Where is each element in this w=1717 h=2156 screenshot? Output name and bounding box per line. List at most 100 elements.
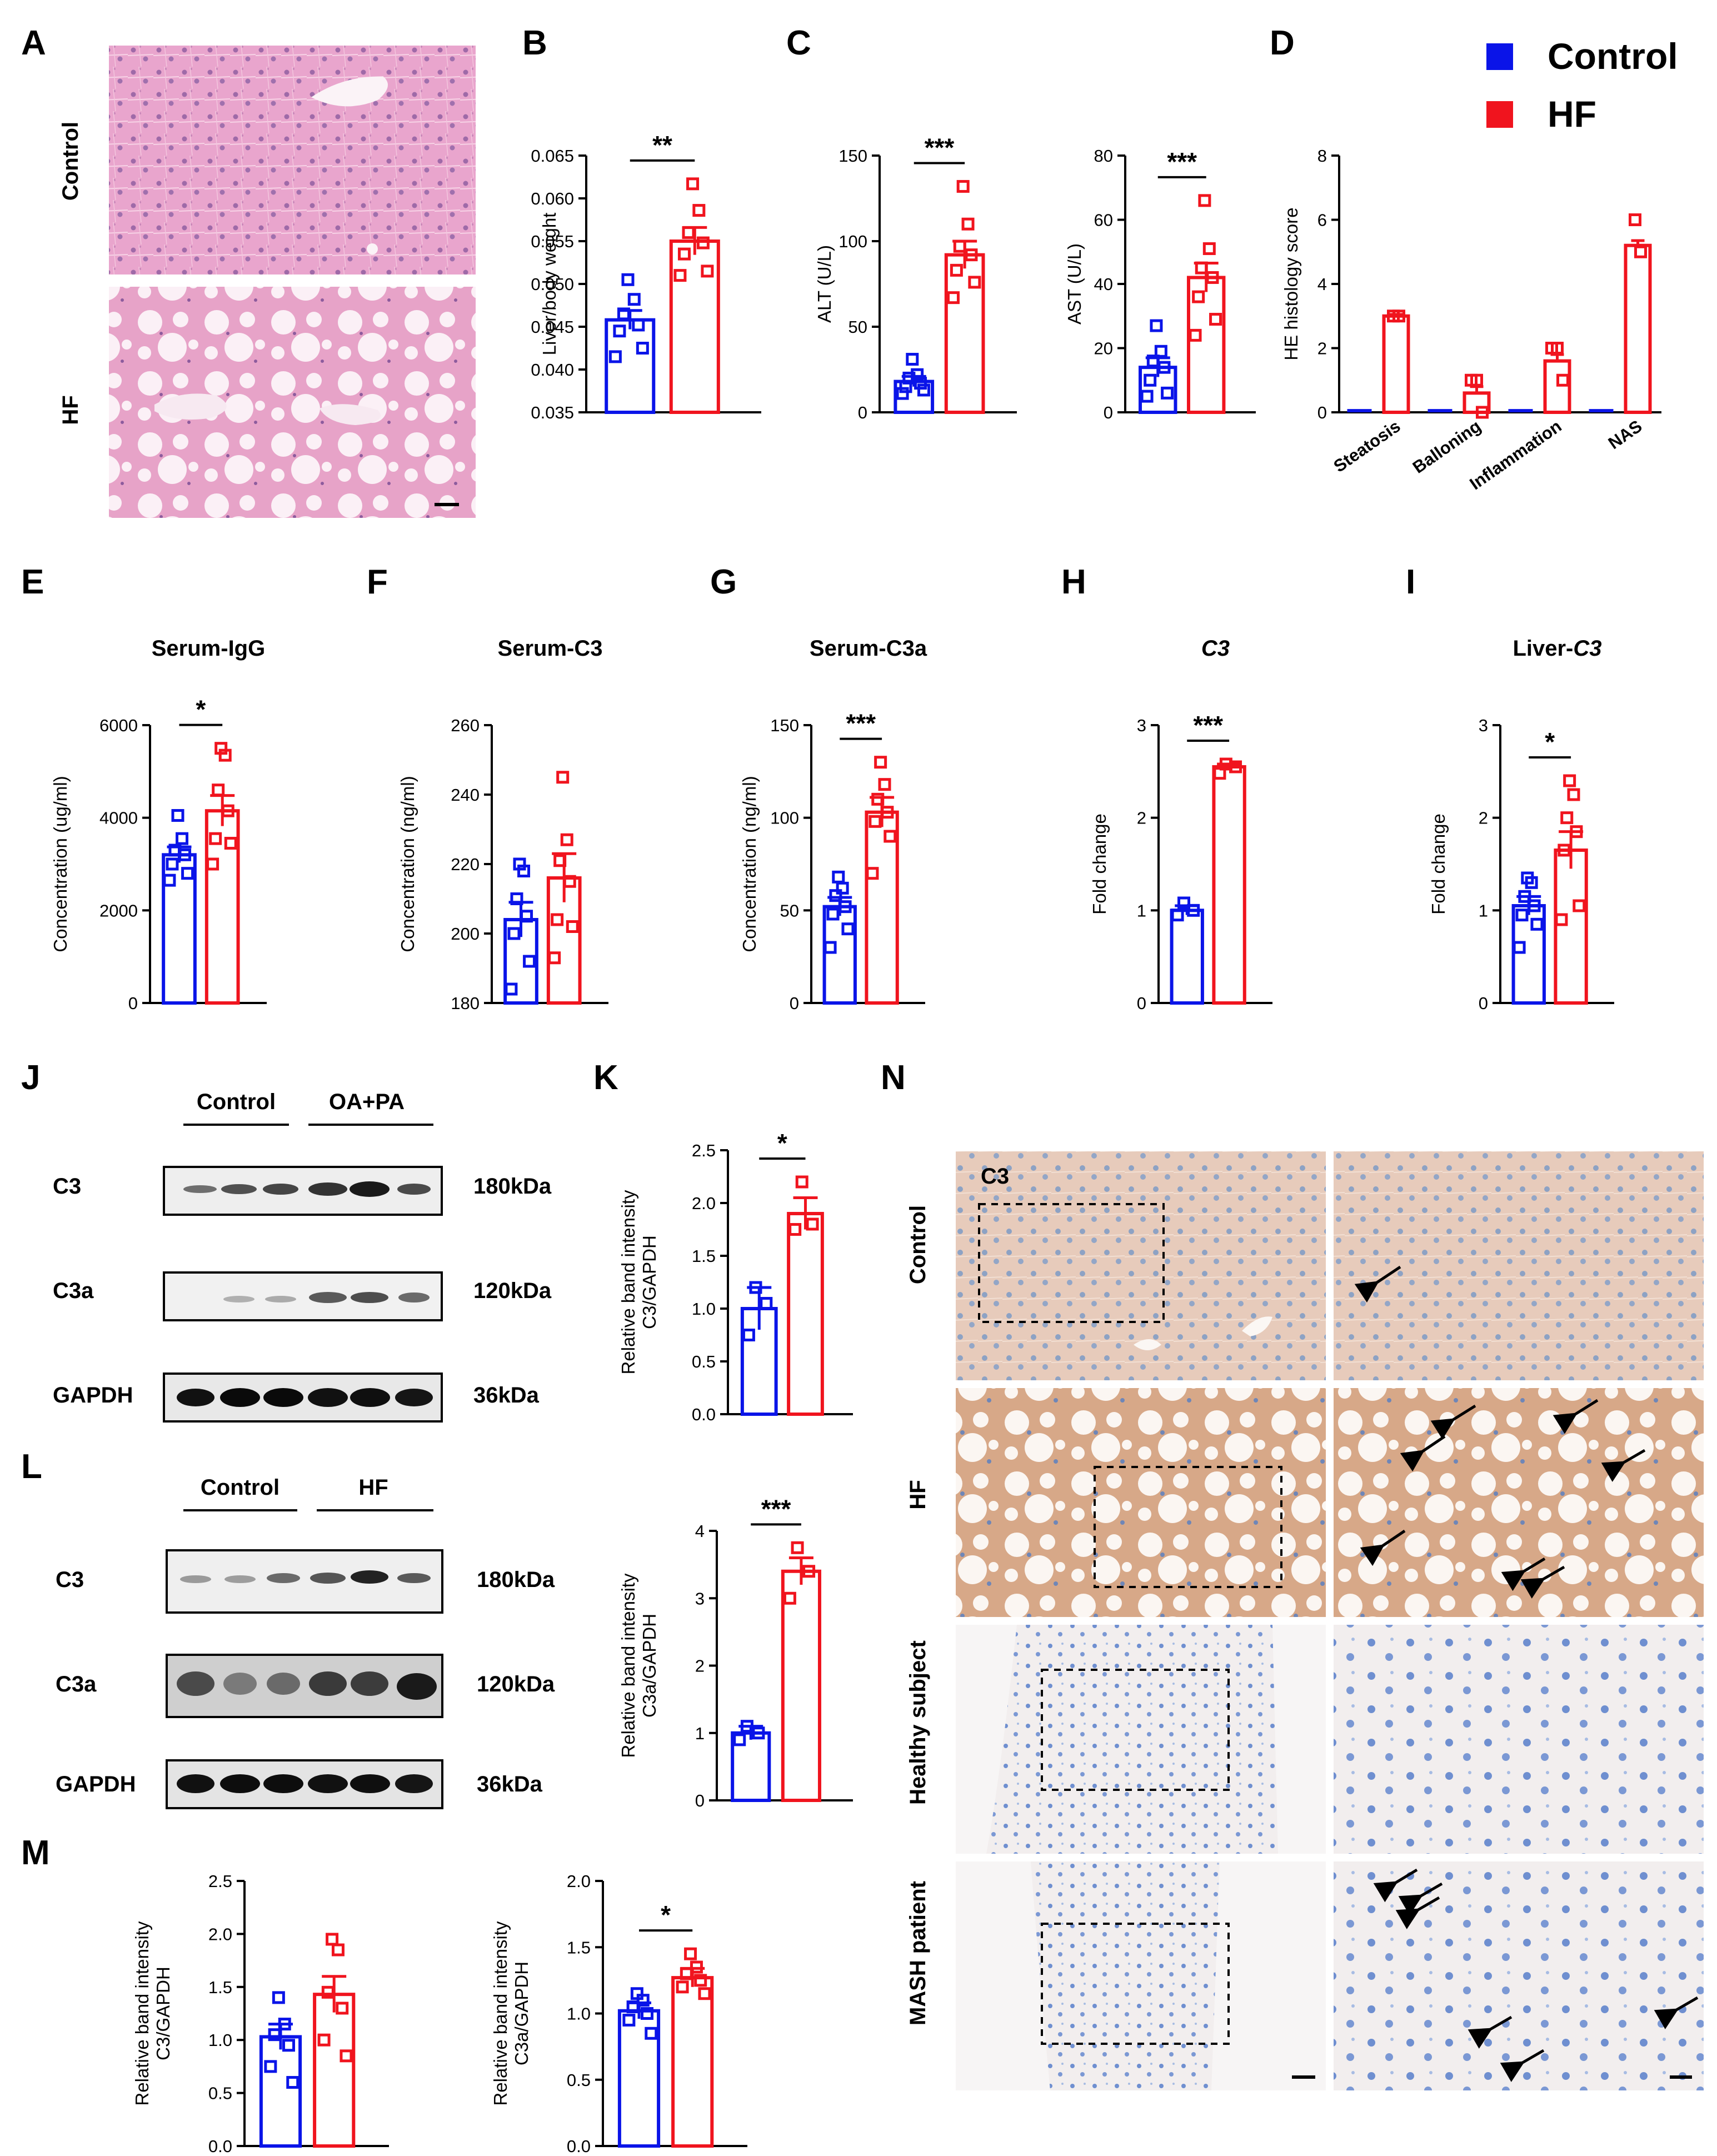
y-tick-label-d-4: 8 — [1317, 146, 1327, 166]
legend-swatch-hf — [1486, 101, 1513, 128]
point-ctl-c1-1 — [911, 368, 924, 381]
chart-l2: 0 1 2 3 4 Relative band intensity C3a/GAPDH *** — [618, 1494, 853, 1810]
point-ctl-b-4 — [613, 325, 626, 338]
significance-stars-k: * — [777, 1129, 787, 1157]
y-axis-label-m2-line2: C3a/GAPDH — [511, 1962, 532, 2065]
panel-label-n: N — [881, 1059, 906, 1097]
point-ctl-m1-4 — [264, 2060, 277, 2073]
point-ctl-h-2 — [1171, 909, 1184, 922]
y-tick-label-d-2: 4 — [1317, 275, 1327, 294]
point-ctl-c1-2 — [902, 371, 916, 385]
chart-title-g: Serum-C3a — [810, 636, 927, 661]
point-ctl-k-0 — [749, 1281, 762, 1294]
point-hf-c2-2 — [1195, 261, 1208, 275]
y-tick-label-k-4: 2.0 — [692, 1194, 716, 1213]
y-tick-label-m2-0: 0.0 — [567, 2137, 591, 2156]
y-tick-label-m1-4: 2.0 — [208, 1924, 232, 1944]
point-ctl-c1-5 — [917, 383, 930, 397]
point-ctl-i-5 — [1530, 917, 1544, 931]
point-ctl-k-2 — [742, 1329, 755, 1341]
point-hf-d-2-1 — [1551, 342, 1564, 355]
significance-stars-i: * — [1545, 727, 1555, 756]
panel-n: N Control HF Healthy subject MASH patien… — [881, 1059, 1704, 2090]
point-hf-f-2 — [553, 854, 567, 867]
point-ctl-c2-0 — [1150, 319, 1163, 332]
ihc-mash-zoom-arrows — [1373, 1868, 1699, 2082]
point-hf-l2-2 — [783, 1591, 796, 1605]
point-ctl-m1-5 — [286, 2076, 300, 2089]
y-tick-label-g-3: 150 — [770, 716, 799, 735]
y-tick-label-d-1: 2 — [1317, 339, 1327, 358]
point-hf-m1-2 — [321, 1985, 335, 1999]
point-hf-g-4 — [869, 815, 882, 828]
point-hf-l2-1 — [802, 1565, 816, 1578]
panel-j: J Control OA+PA C3 C3a GAPDH 180kDa 120k… — [21, 1059, 552, 1423]
bar-hf-d-3 — [1624, 243, 1652, 414]
point-hf-k-2 — [788, 1223, 802, 1236]
point-hf-c1-1 — [961, 217, 975, 231]
point-hf-g-3 — [881, 806, 894, 819]
chart-m1: M 0.0 0.5 1.0 1.5 2.0 2.5 Relative band intensi… — [21, 1834, 389, 2156]
y-tick-label-m1-0: 0.0 — [208, 2137, 232, 2156]
y-tick-label-b-1: 0.040 — [531, 360, 574, 380]
point-ctl-f-2 — [510, 892, 523, 905]
bar-hf-m1 — [313, 1993, 356, 2148]
y-tick-label-e-0: 0 — [128, 994, 138, 1013]
significance-stars-m2: * — [661, 1900, 671, 1929]
panel-label-m1: M — [21, 1834, 50, 1872]
point-hf-b-4 — [677, 247, 691, 261]
bar-hf-i — [1554, 849, 1588, 1005]
chart-b: B 0.035 0.040 0.045 0.050 0.055 0.060 0.065 Live… — [522, 24, 761, 422]
point-hf-c1-2 — [953, 239, 966, 253]
y-tick-label-c1-0: 0 — [858, 403, 867, 422]
point-ctl-m2-5 — [645, 2027, 658, 2040]
bar-hf-d-0 — [1382, 314, 1410, 414]
he-image-control-vessel — [311, 76, 388, 107]
point-hf-i-0 — [1563, 774, 1576, 787]
point-hf-c2-3 — [1206, 271, 1219, 284]
y-tick-label-l2-1: 1 — [695, 1724, 705, 1743]
point-ctl-l2-1 — [752, 1726, 765, 1740]
point-hf-m2-5 — [698, 1987, 711, 2000]
point-ctl-c1-4 — [899, 380, 912, 393]
blot-l-gapdh — [166, 1759, 443, 1809]
point-ctl-f-5 — [523, 955, 536, 968]
panel-n-row-label-control: Control — [906, 1205, 930, 1284]
point-ctl-i-4 — [1515, 909, 1529, 922]
x-tick-label-d-3: NAS — [1605, 416, 1646, 453]
bar-hf-m2 — [671, 1976, 714, 2148]
panel-a: A Control HF — [21, 24, 476, 518]
y-tick-label-l2-4: 4 — [695, 1521, 705, 1541]
y-tick-label-c1-1: 50 — [848, 317, 867, 337]
ihc-mash-zoom — [1334, 1861, 1704, 2090]
point-hf-g-5 — [884, 830, 897, 843]
y-tick-label-m2-1: 0.5 — [567, 2070, 591, 2090]
point-hf-c1-6 — [946, 291, 960, 305]
blot-l-c3 — [166, 1549, 443, 1614]
chart-i: I Liver-C3 0 1 2 3 Fold change * — [1406, 563, 1614, 1013]
point-hf-e-6 — [206, 857, 219, 871]
point-hf-i-1 — [1567, 788, 1580, 801]
bar-ctl-m1 — [259, 2035, 302, 2148]
y-axis-label-c2: AST (U/L) — [1064, 243, 1085, 325]
point-hf-i-3 — [1570, 825, 1583, 839]
point-ctl-g-4 — [826, 907, 840, 921]
point-hf-m1-1 — [331, 1943, 345, 1957]
point-hf-m1-0 — [326, 1933, 339, 1946]
ihc-stain-label: C3 — [981, 1164, 1009, 1189]
panel-l-group-control: Control — [201, 1475, 279, 1500]
legend-swatch-control — [1486, 43, 1513, 70]
point-ctl-c2-2 — [1146, 355, 1160, 368]
point-hf-g-1 — [878, 778, 891, 791]
he-image-control-vessel-small — [367, 243, 378, 254]
he-image-hf-vessel-2 — [320, 404, 381, 425]
x-tick-label-d-1: Balloning — [1409, 416, 1485, 477]
panel-l-group-hf: HF — [358, 1475, 388, 1500]
point-ctl-f-1 — [517, 865, 531, 877]
y-tick-label-e-1: 2000 — [99, 901, 138, 920]
y-tick-label-f-4: 260 — [451, 716, 480, 735]
y-tick-label-g-2: 100 — [770, 808, 799, 828]
blot-l-c3a — [166, 1654, 443, 1718]
significance-stars-g: *** — [846, 709, 876, 738]
panel-l-band-label-c3a: C3a — [56, 1672, 97, 1696]
